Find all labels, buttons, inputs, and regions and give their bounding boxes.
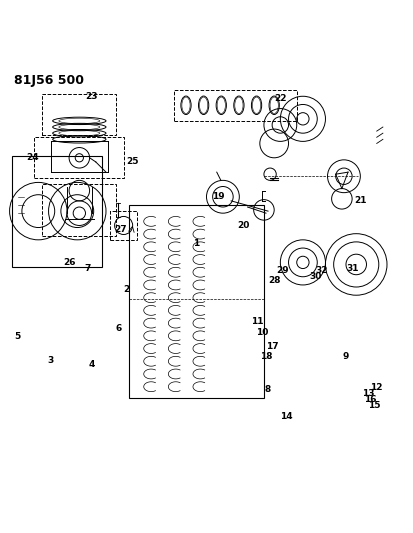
Text: 25: 25	[126, 157, 139, 166]
Bar	[128, 205, 264, 398]
Bar	[43, 94, 116, 135]
Text: 18: 18	[260, 352, 272, 361]
Text: 19: 19	[213, 192, 225, 201]
Text: 17: 17	[266, 342, 278, 351]
Text: 4: 4	[88, 360, 95, 369]
Text: 7: 7	[84, 264, 91, 273]
Text: 1: 1	[193, 239, 199, 248]
Text: 14: 14	[280, 411, 293, 421]
Text: 2: 2	[123, 285, 130, 294]
Text: 27: 27	[114, 225, 127, 234]
Text: 29: 29	[276, 266, 289, 275]
Text: 11: 11	[252, 317, 264, 326]
Text: 81J56 500: 81J56 500	[14, 74, 84, 87]
Text: 15: 15	[368, 401, 381, 410]
Text: 21: 21	[354, 196, 367, 205]
Bar	[12, 156, 102, 266]
Text: 10: 10	[256, 328, 268, 337]
Text: 26: 26	[63, 258, 75, 267]
Text: 16: 16	[364, 395, 377, 405]
Text: 22: 22	[274, 94, 287, 103]
Bar	[34, 138, 124, 179]
Text: 24: 24	[26, 154, 38, 162]
Text: 13: 13	[362, 389, 375, 398]
Bar	[110, 211, 137, 240]
Text: 8: 8	[265, 385, 271, 394]
Text: 3: 3	[47, 357, 54, 365]
Text: 23: 23	[85, 92, 98, 101]
Text: 28: 28	[268, 276, 280, 285]
Bar	[43, 184, 116, 236]
Text: 20: 20	[237, 221, 249, 230]
Text: 32: 32	[315, 266, 328, 275]
Text: 31: 31	[346, 264, 358, 273]
Bar	[174, 90, 297, 121]
Text: 6: 6	[115, 324, 121, 333]
Text: 9: 9	[343, 352, 349, 361]
Text: 30: 30	[309, 272, 321, 281]
Text: 5: 5	[15, 332, 21, 341]
Text: 12: 12	[370, 383, 383, 392]
